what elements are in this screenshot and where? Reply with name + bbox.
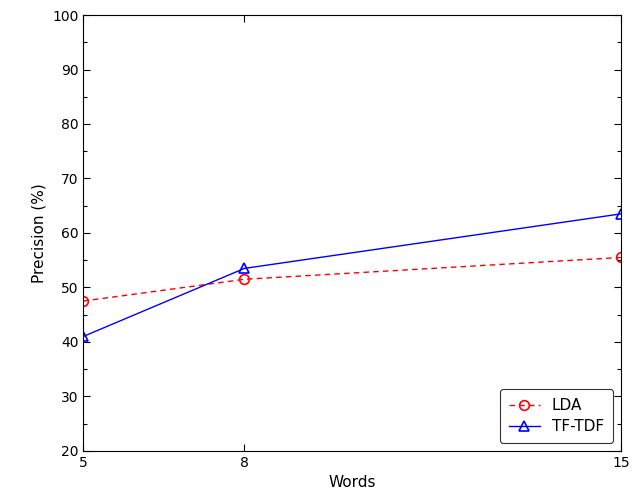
TF-TDF — [241, 266, 248, 272]
Line: TF-TDF: TF-TDF — [78, 209, 626, 341]
X-axis label: Words: Words — [328, 475, 376, 490]
LDA — [617, 255, 625, 261]
Legend: LDA, TF-TDF: LDA, TF-TDF — [500, 389, 613, 443]
TF-TDF — [79, 334, 87, 340]
Y-axis label: Precision (%): Precision (%) — [31, 183, 47, 283]
TF-TDF — [617, 211, 625, 217]
LDA — [79, 298, 87, 304]
Line: LDA: LDA — [78, 253, 626, 306]
LDA — [241, 276, 248, 282]
